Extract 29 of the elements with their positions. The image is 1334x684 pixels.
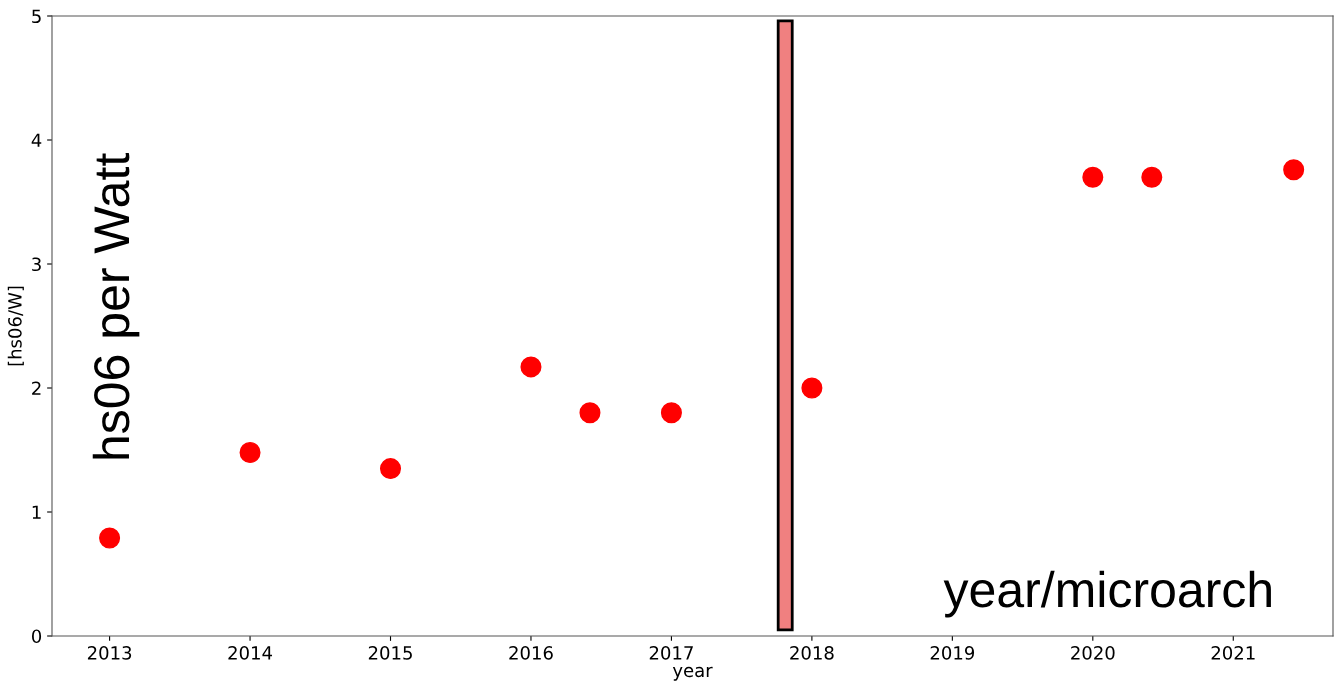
y-tick-label: 2 — [32, 381, 41, 395]
x-tick-label: 2014 — [228, 646, 273, 660]
point — [579, 402, 601, 424]
x-tick-label: 2015 — [368, 646, 412, 660]
x-tick-label: 2013 — [87, 646, 132, 660]
y-axis-title: [hs06/W] — [7, 286, 24, 366]
x-tick-label: 2018 — [790, 646, 834, 660]
x-tick-label: 2016 — [509, 646, 553, 660]
x-tick-label: 2017 — [649, 646, 693, 660]
point — [1141, 166, 1163, 188]
point — [801, 377, 823, 399]
x-tick-label: 2019 — [930, 646, 975, 660]
point — [1082, 166, 1104, 188]
point — [379, 458, 402, 480]
y-tick-label: 5 — [32, 9, 41, 24]
y-tick-label: 1 — [32, 505, 41, 519]
x-tick-label: 2021 — [1211, 646, 1255, 660]
annotation: year/microarch — [943, 570, 1271, 618]
point — [660, 402, 682, 424]
y-tick-label: 0 — [31, 629, 42, 644]
x-axis-title: year — [672, 666, 713, 681]
y-tick-label: 4 — [31, 133, 42, 147]
annotation: hs06 per Watt — [92, 153, 140, 459]
y-tick-label: 3 — [32, 257, 41, 272]
point — [520, 356, 542, 378]
x-tick-label: 2020 — [1071, 646, 1115, 660]
point — [99, 527, 121, 549]
point — [239, 441, 261, 463]
point — [1283, 159, 1305, 181]
